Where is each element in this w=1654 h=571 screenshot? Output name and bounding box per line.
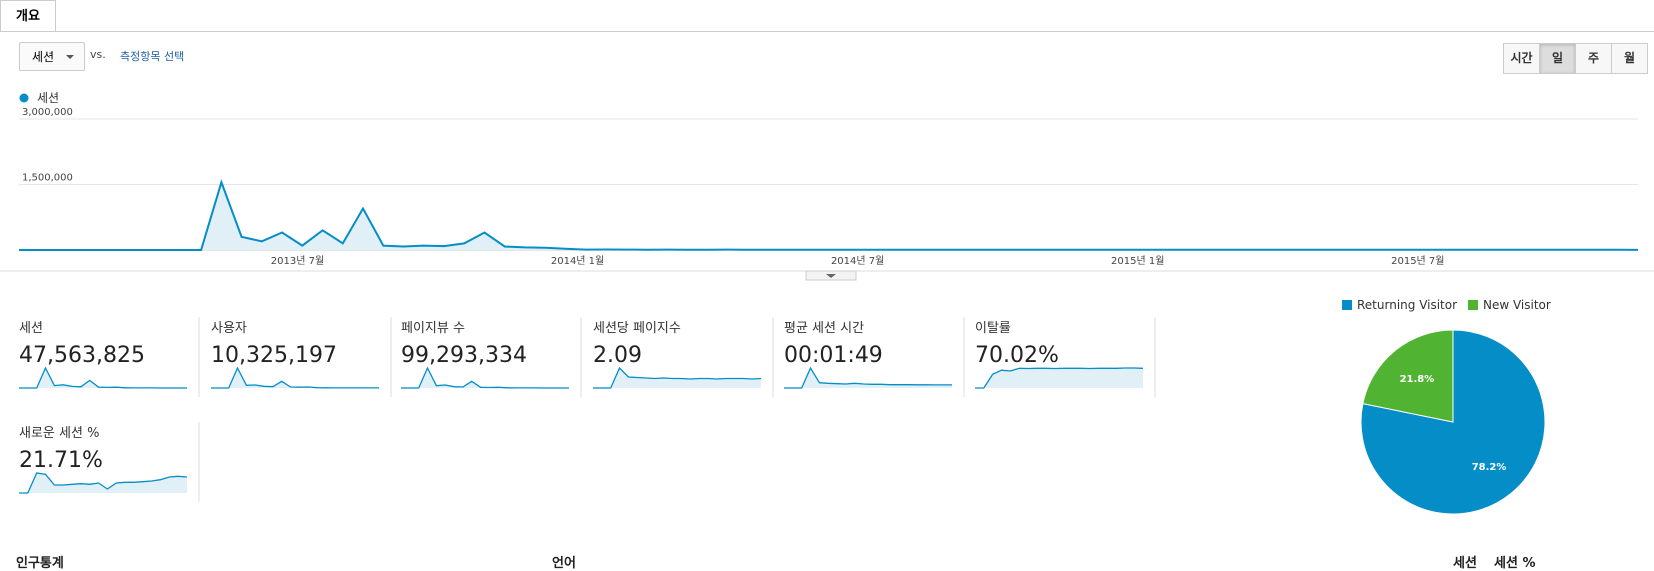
metric-dropdown[interactable]: 세션 (19, 42, 85, 71)
column-header: 세션 % (1494, 556, 1536, 571)
metric-label: 사용자 (211, 321, 247, 336)
divider (0, 31, 1654, 32)
x-tick-label: 2013년 7월 (271, 255, 324, 267)
x-tick-label: 2015년 1월 (1111, 255, 1164, 267)
sparkline-area (975, 368, 1143, 388)
area (19, 182, 1638, 250)
metric-label: 세션당 페이지수 (593, 321, 681, 336)
sparkline (401, 366, 569, 389)
toggle-caret (826, 274, 836, 278)
x-tick-label: 2014년 1월 (551, 255, 604, 267)
period-buttons: 시간 일 주 월 (1503, 43, 1648, 74)
metric-value: 21.71% (19, 448, 103, 473)
section-header: 인구통계 (16, 556, 64, 571)
y-tick-label: 3,000,000 (22, 107, 73, 118)
period-button[interactable]: 월 (1611, 43, 1648, 74)
y-tick-label: 1,500,000 (22, 173, 73, 184)
period-button[interactable]: 일 (1539, 43, 1576, 74)
sparkline (19, 366, 187, 389)
sparkline-area (784, 368, 952, 388)
period-button[interactable]: 시간 (1503, 43, 1540, 74)
x-tick-label: 2014년 7월 (831, 255, 884, 267)
metric-value: 70.02% (975, 343, 1059, 368)
sparkline (593, 366, 762, 389)
metric-label: 세션 (19, 321, 43, 336)
metric-label: 페이지뷰 수 (401, 321, 465, 336)
legend-label: Returning Visitor (1357, 298, 1457, 312)
vs-text: vs. (90, 48, 106, 61)
sparkline (784, 366, 952, 389)
metric-value: 99,293,334 (401, 343, 527, 368)
column-header: 세션 (1453, 556, 1477, 571)
legend-swatch (1342, 300, 1352, 310)
sparkline (975, 367, 1144, 389)
x-tick-label: 2015년 7월 (1391, 255, 1444, 267)
pie-slice (1362, 329, 1454, 423)
sparkline (19, 472, 188, 494)
metric-label: 평균 세션 시간 (784, 321, 864, 336)
metric-value: 00:01:49 (784, 343, 883, 368)
legend-label: 세션 (37, 91, 59, 105)
metric-value: 47,563,825 (19, 343, 145, 368)
period-button[interactable]: 주 (1575, 43, 1612, 74)
slice-label: 78.2% (1472, 462, 1507, 473)
select-metric-link[interactable]: 측정항목 선택 (120, 50, 185, 63)
slice-label: 21.8% (1400, 374, 1435, 385)
metric-value: 10,325,197 (211, 343, 337, 368)
sparkline-area (19, 473, 187, 493)
legend-swatch (1468, 300, 1478, 310)
legend-label: New Visitor (1483, 298, 1551, 312)
tab[interactable]: 개요 (0, 0, 56, 32)
line (19, 179, 1639, 251)
legend-marker (19, 93, 29, 103)
sparkline (211, 366, 379, 389)
metric-label: 이탈률 (975, 321, 1011, 336)
metric-value: 2.09 (593, 343, 642, 368)
sparkline-area (593, 368, 761, 388)
metric-label: 새로운 세션 % (19, 426, 99, 441)
section-header: 언어 (552, 556, 576, 571)
